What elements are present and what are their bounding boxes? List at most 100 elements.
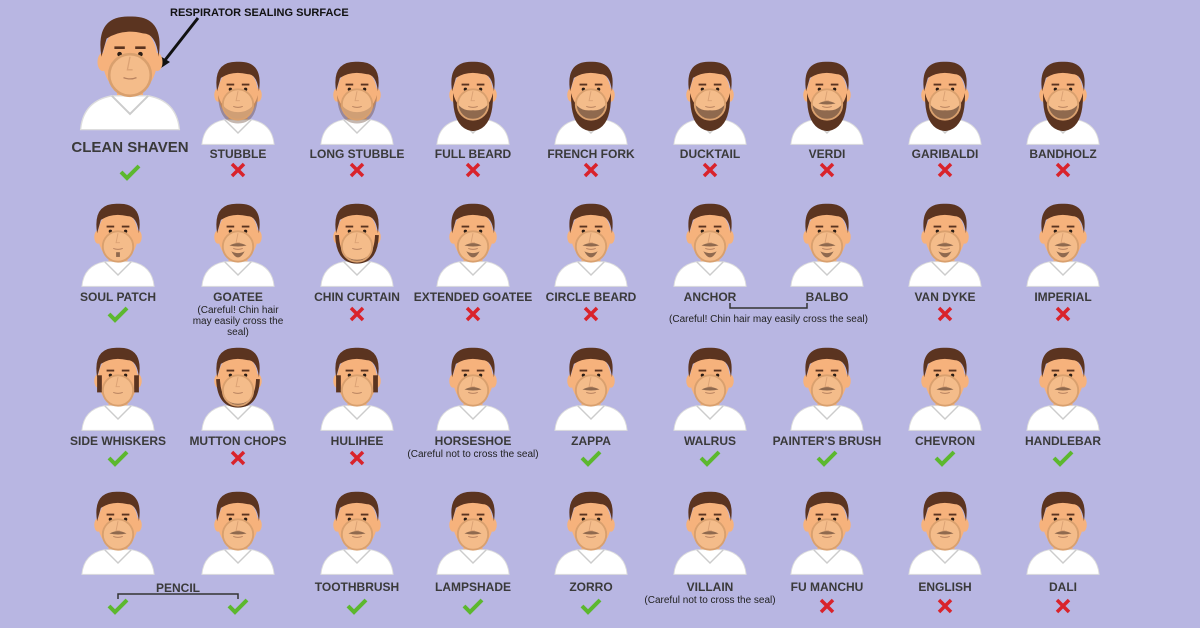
- hair: [100, 16, 160, 57]
- mouth: [123, 76, 137, 80]
- mask-seal: [810, 518, 844, 551]
- cross: [583, 162, 599, 178]
- collar: [343, 405, 371, 421]
- face: [1026, 347, 1100, 431]
- collar: [813, 405, 841, 421]
- mouth: [352, 535, 362, 538]
- nose: [470, 233, 475, 244]
- bracket: [729, 303, 808, 309]
- beard: [925, 93, 965, 132]
- mustache: [464, 387, 482, 391]
- mask-seal: [810, 374, 844, 407]
- collar: [459, 261, 487, 277]
- hair: [569, 61, 613, 92]
- face: [790, 347, 864, 431]
- nose: [588, 377, 593, 388]
- mask-seal: [574, 88, 608, 121]
- nose: [588, 521, 593, 532]
- check: [1052, 450, 1074, 467]
- mustache: [936, 531, 954, 535]
- check: [107, 598, 129, 615]
- mustache: [348, 531, 366, 535]
- collar: [224, 119, 252, 135]
- mask-seal: [221, 518, 255, 551]
- face: [81, 491, 155, 575]
- cross: [349, 450, 365, 466]
- nose: [354, 377, 359, 388]
- style-name: BANDHOLZ: [1029, 147, 1097, 161]
- style-name: DALI: [1049, 580, 1077, 594]
- check: [816, 450, 838, 467]
- collar: [224, 405, 252, 421]
- goatee: [466, 251, 480, 258]
- face: [554, 347, 628, 431]
- face: [320, 491, 394, 575]
- face: [436, 491, 510, 575]
- mustache: [936, 387, 954, 391]
- mustache: [229, 243, 247, 247]
- nose: [235, 233, 240, 244]
- face: [554, 61, 628, 145]
- goatee: [231, 251, 245, 258]
- hair: [1041, 347, 1085, 378]
- hair: [688, 61, 732, 92]
- style-name: FULL BEARD: [434, 147, 512, 161]
- callout: RESPIRATOR SEALING SURFACE: [170, 7, 349, 19]
- beard: [453, 93, 493, 132]
- nose: [354, 521, 359, 532]
- style-name: ZAPPA: [571, 434, 611, 448]
- mouth: [1058, 105, 1068, 108]
- mouth: [468, 535, 478, 538]
- mouth: [352, 247, 362, 250]
- cross: [937, 598, 953, 614]
- collar: [577, 549, 605, 565]
- mouth: [940, 105, 950, 108]
- hair: [1041, 61, 1085, 92]
- hair: [451, 491, 495, 522]
- nose: [126, 56, 133, 71]
- collar: [343, 549, 371, 565]
- nose: [235, 521, 240, 532]
- mask-seal: [928, 230, 962, 263]
- mustache: [109, 531, 127, 535]
- mask-seal: [693, 230, 727, 263]
- mustache: [582, 531, 600, 535]
- cross: [465, 306, 481, 322]
- face: [436, 61, 510, 145]
- mouth: [113, 247, 123, 250]
- whisker: [336, 375, 341, 393]
- check: [580, 450, 602, 467]
- nose: [1060, 91, 1065, 102]
- collar: [104, 405, 132, 421]
- mouth: [233, 247, 243, 250]
- mustache: [818, 243, 836, 247]
- style-name: CHEVRON: [914, 434, 976, 448]
- nose: [588, 233, 593, 244]
- mouth: [705, 535, 715, 538]
- nose: [115, 233, 120, 244]
- style-name: IMPERIAL: [1034, 290, 1092, 304]
- nose: [824, 521, 829, 532]
- cross: [465, 162, 481, 178]
- whisker: [97, 375, 102, 393]
- hair: [688, 491, 732, 522]
- style-name: GOATEE: [213, 290, 263, 304]
- hair: [1041, 491, 1085, 522]
- mouth: [586, 391, 596, 394]
- face: [79, 16, 181, 131]
- collar: [813, 549, 841, 565]
- mouth: [113, 391, 123, 394]
- mustache: [582, 387, 600, 391]
- collar: [813, 261, 841, 277]
- whisker: [373, 375, 378, 393]
- mouth: [705, 391, 715, 394]
- style-name: MUTTON CHOPS: [189, 434, 287, 448]
- mask-seal: [1046, 518, 1080, 551]
- mustache: [818, 531, 836, 535]
- cross: [349, 162, 365, 178]
- nose: [115, 377, 120, 388]
- hair: [335, 491, 379, 522]
- face: [673, 203, 747, 287]
- mask-seal: [928, 518, 962, 551]
